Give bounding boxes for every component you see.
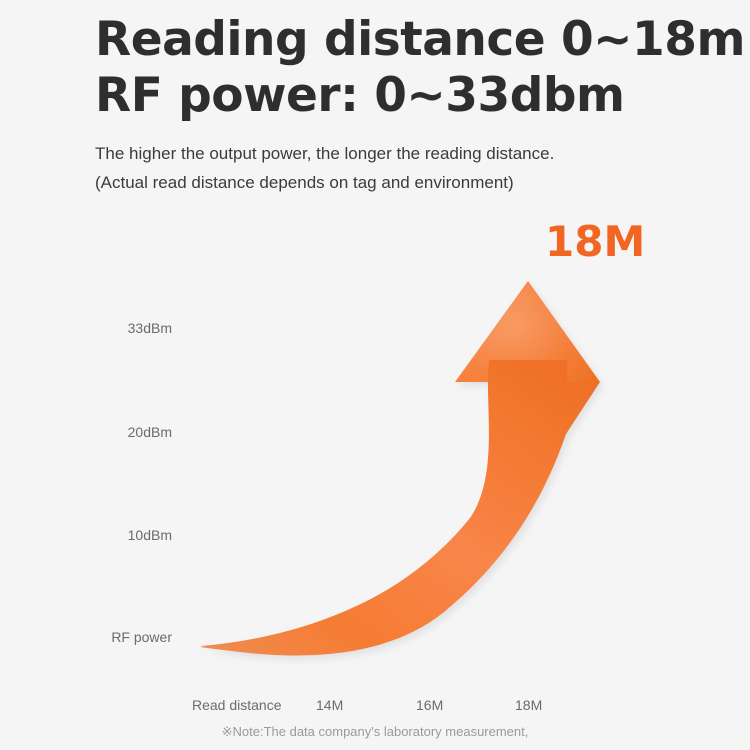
chart-axes [172, 286, 640, 694]
page-title-line-2: RF power: 0~33dbm [95, 68, 625, 123]
x-tick-label-18m: 18M [515, 697, 543, 713]
page-title: Reading distance 0~18m RF power: 0~33dbm [95, 12, 745, 124]
page-subtitle: The higher the output power, the longer … [95, 139, 695, 197]
page-title-line-1: Reading distance 0~18m [95, 12, 745, 67]
chart-series-stem [200, 360, 567, 654]
page-subtitle-line-2: (Actual read distance depends on tag and… [95, 173, 514, 192]
page-subtitle-line-1: The higher the output power, the longer … [95, 144, 555, 163]
y-tick-label-10dbm: 10dBm [127, 527, 172, 543]
x-tick-label-14m: 14M [316, 697, 344, 713]
max-distance-callout: 18M [545, 217, 646, 266]
x-axis-title: Read distance [192, 697, 282, 713]
y-tick-label-33dbm: 33dBm [127, 320, 172, 336]
chart-footnote: ※Note:The data company's laboratory meas… [221, 724, 529, 739]
x-tick-label-16m: 16M [416, 697, 444, 713]
y-tick-label-20dbm: 20dBm [127, 424, 172, 440]
y-axis-title: RF power [111, 629, 172, 645]
